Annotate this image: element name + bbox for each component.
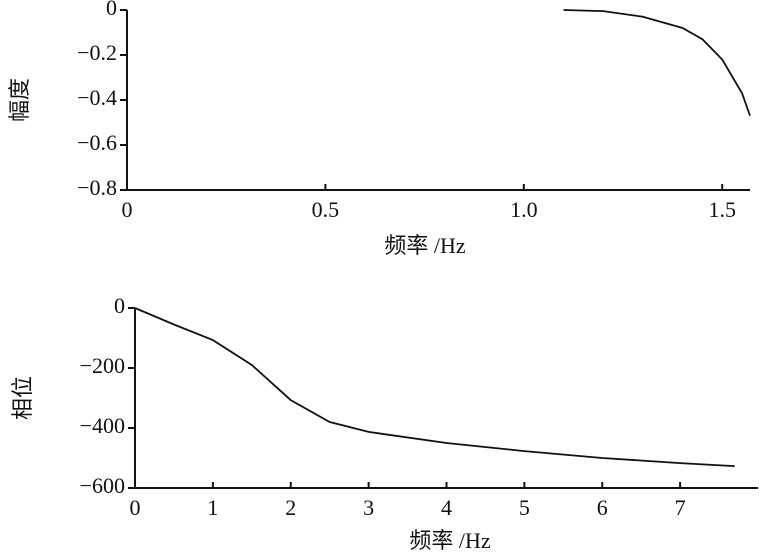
- x-axis-label: 频率 /Hz: [384, 233, 466, 258]
- axes: [126, 10, 750, 191]
- y-tick-label: −0.4: [77, 85, 117, 110]
- x-tick-label: 0.5: [312, 197, 340, 222]
- x-tick-label: 1: [207, 495, 218, 520]
- y-tick-label: −600: [80, 473, 125, 498]
- y-tick-label: −0.2: [77, 40, 117, 65]
- y-tick-label: −0.8: [77, 175, 117, 200]
- x-tick-label: 4: [441, 495, 452, 520]
- y-tick-label: −200: [80, 353, 125, 378]
- x-axis-label: 频率 /Hz: [409, 528, 491, 553]
- axes: [134, 308, 758, 489]
- data-line: [134, 307, 735, 467]
- x-tick-label: 0: [122, 197, 133, 222]
- y-tick-label: −0.6: [77, 130, 117, 155]
- x-tick-label: 6: [597, 495, 608, 520]
- y-axis-label: 幅度: [7, 78, 32, 122]
- y-tick-label: −400: [80, 413, 125, 438]
- x-tick-label: 2: [285, 495, 296, 520]
- x-tick-label: 1.0: [510, 197, 538, 222]
- x-tick-label: 5: [519, 495, 530, 520]
- x-tick-label: 1.5: [708, 197, 736, 222]
- y-axis-label: 相位: [10, 376, 35, 420]
- y-tick-label: 0: [114, 293, 125, 318]
- data-line: [563, 9, 751, 117]
- x-tick-label: 0: [130, 495, 141, 520]
- y-tick-label: 0: [106, 0, 117, 20]
- x-tick-label: 3: [363, 495, 374, 520]
- x-tick-label: 7: [675, 495, 686, 520]
